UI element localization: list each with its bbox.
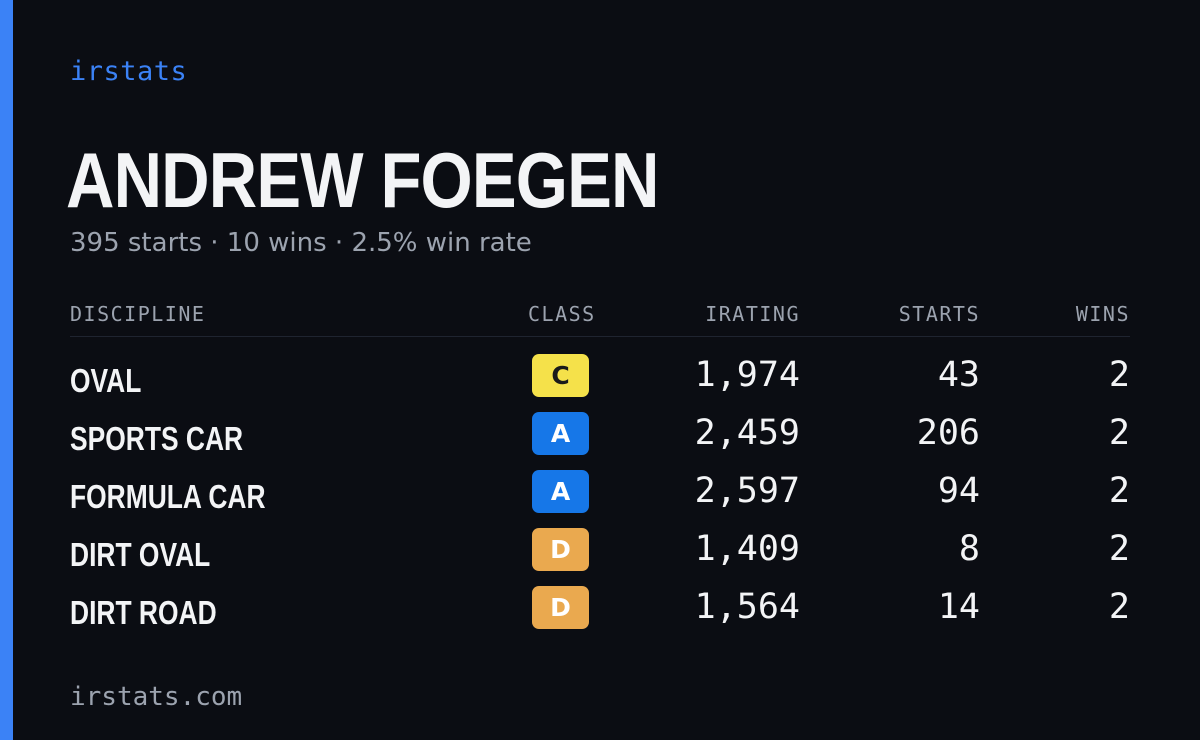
brand-logo: irstats	[70, 56, 188, 87]
irating-value: 1,564	[694, 587, 800, 627]
wins-value: 2	[1108, 413, 1130, 453]
class-badge: D	[532, 586, 589, 629]
discipline-name: SPORTS CAR	[70, 420, 244, 457]
irating-value: 2,459	[694, 413, 800, 453]
irating-value: 2,597	[694, 471, 800, 511]
starts-value: 8	[958, 529, 980, 569]
wins-value: 2	[1108, 587, 1130, 627]
header-discipline: DISCIPLINE	[70, 302, 206, 326]
driver-name: ANDREW FOEGEN	[66, 136, 659, 224]
starts-value: 14	[937, 587, 980, 627]
class-badge: A	[532, 470, 589, 513]
footer-url: irstats.com	[70, 682, 243, 712]
header-wins: WINS	[1075, 302, 1130, 326]
irating-value: 1,974	[694, 355, 800, 395]
wins-value: 2	[1108, 529, 1130, 569]
table-row: FORMULA CAR A 2,597 94 2	[0, 470, 1200, 528]
discipline-name: DIRT ROAD	[70, 594, 217, 631]
class-badge: C	[532, 354, 589, 397]
table-row: SPORTS CAR A 2,459 206 2	[0, 412, 1200, 470]
table-row: DIRT ROAD D 1,564 14 2	[0, 586, 1200, 644]
class-badge: D	[532, 528, 589, 571]
wins-value: 2	[1108, 355, 1130, 395]
table-row: OVAL C 1,974 43 2	[0, 354, 1200, 412]
header-irating: IRATING	[705, 302, 800, 326]
header-starts: STARTS	[898, 302, 980, 326]
starts-value: 206	[916, 413, 980, 453]
discipline-name: OVAL	[70, 362, 142, 399]
starts-value: 43	[937, 355, 980, 395]
table-row: DIRT OVAL D 1,409 8 2	[0, 528, 1200, 586]
header-divider	[70, 336, 1130, 337]
discipline-name: FORMULA CAR	[70, 478, 266, 515]
discipline-name: DIRT OVAL	[70, 536, 211, 573]
driver-summary: 395 starts · 10 wins · 2.5% win rate	[70, 228, 532, 258]
irating-value: 1,409	[694, 529, 800, 569]
header-class: CLASS	[528, 302, 596, 326]
starts-value: 94	[937, 471, 980, 511]
class-badge: A	[532, 412, 589, 455]
accent-bar	[0, 0, 13, 740]
wins-value: 2	[1108, 471, 1130, 511]
